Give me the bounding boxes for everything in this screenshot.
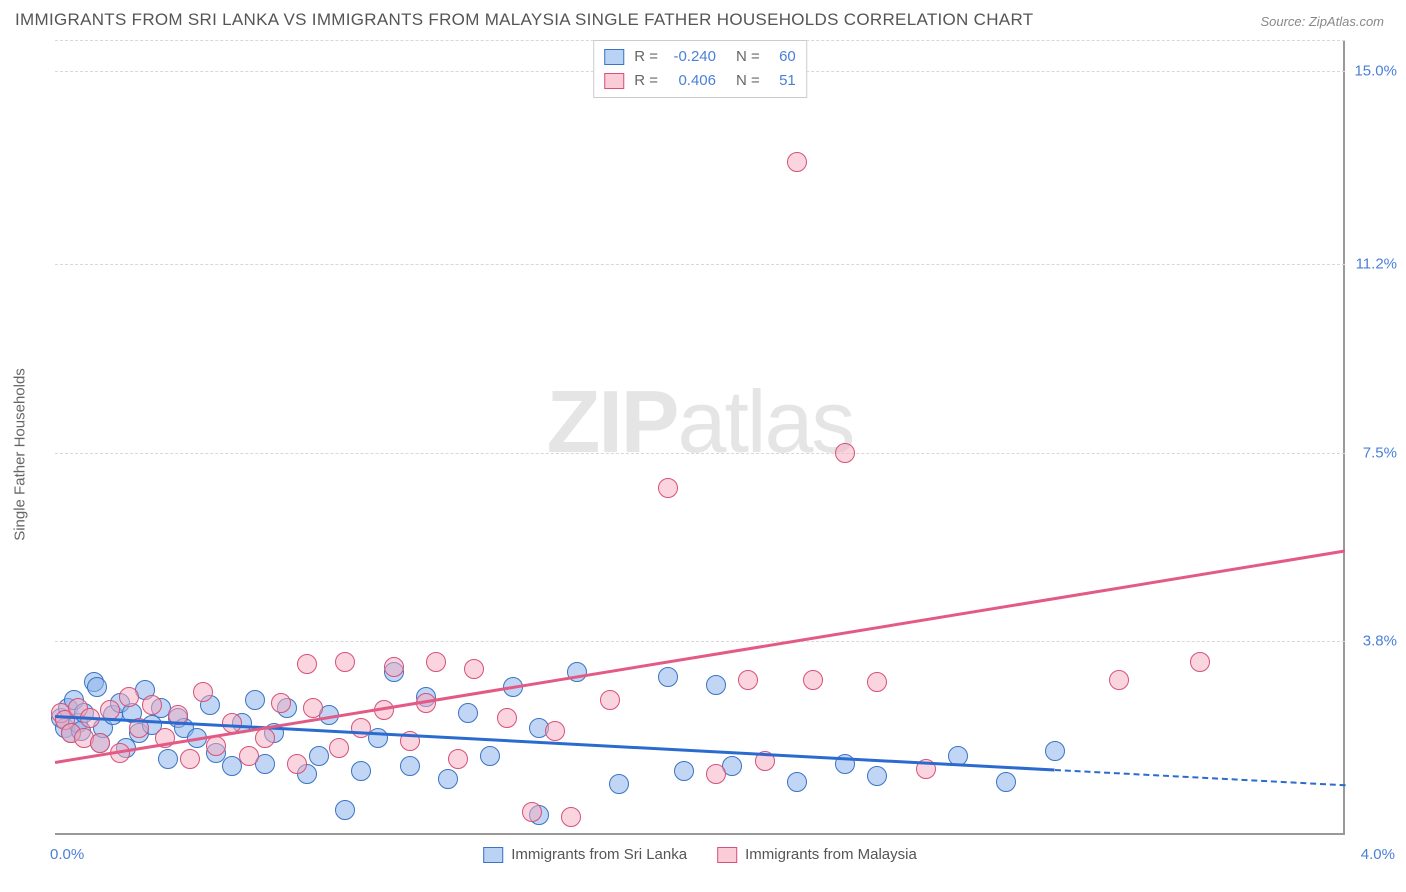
- data-point: [384, 657, 404, 677]
- data-point: [426, 652, 446, 672]
- data-point: [255, 728, 275, 748]
- y-tick-label: 7.5%: [1363, 444, 1397, 461]
- legend-item: Immigrants from Sri Lanka: [483, 846, 687, 863]
- gridline: [55, 264, 1345, 265]
- legend-swatch: [604, 49, 624, 65]
- data-point: [674, 761, 694, 781]
- y-tick-label: 3.8%: [1363, 633, 1397, 650]
- data-point: [297, 654, 317, 674]
- data-point: [180, 749, 200, 769]
- y-axis-line: [1343, 40, 1345, 835]
- data-point: [545, 721, 565, 741]
- data-point: [803, 670, 823, 690]
- data-point: [1045, 741, 1065, 761]
- data-point: [1190, 652, 1210, 672]
- data-point: [245, 690, 265, 710]
- data-point: [787, 152, 807, 172]
- data-point: [464, 659, 484, 679]
- data-point: [835, 443, 855, 463]
- data-point: [119, 687, 139, 707]
- y-tick-label: 15.0%: [1354, 62, 1397, 79]
- data-point: [206, 736, 226, 756]
- data-point: [87, 677, 107, 697]
- data-point: [329, 738, 349, 758]
- data-point: [335, 652, 355, 672]
- data-point: [351, 761, 371, 781]
- watermark: ZIPatlas: [547, 371, 854, 473]
- data-point: [497, 708, 517, 728]
- legend-row: R =-0.240N =60: [604, 45, 796, 69]
- data-point: [600, 690, 620, 710]
- data-point: [351, 718, 371, 738]
- data-point: [787, 772, 807, 792]
- data-point: [309, 746, 329, 766]
- data-point: [706, 675, 726, 695]
- data-point: [996, 772, 1016, 792]
- legend-swatch: [604, 73, 624, 89]
- data-point: [448, 749, 468, 769]
- data-point: [400, 756, 420, 776]
- correlation-legend: R =-0.240N =60R =0.406N =51: [593, 40, 807, 98]
- data-point: [658, 667, 678, 687]
- data-point: [271, 693, 291, 713]
- x-tick-label: 0.0%: [50, 846, 84, 863]
- source-attribution: Source: ZipAtlas.com: [1260, 14, 1384, 29]
- data-point: [287, 754, 307, 774]
- data-point: [706, 764, 726, 784]
- data-point: [193, 682, 213, 702]
- series-legend: Immigrants from Sri Lanka Immigrants from…: [483, 846, 917, 863]
- data-point: [867, 672, 887, 692]
- data-point: [561, 807, 581, 827]
- gridline: [55, 641, 1345, 642]
- x-tick-label: 4.0%: [1361, 846, 1395, 863]
- data-point: [658, 478, 678, 498]
- legend-swatch: [483, 847, 503, 863]
- legend-swatch: [717, 847, 737, 863]
- trend-line: [1055, 769, 1345, 786]
- data-point: [867, 766, 887, 786]
- data-point: [90, 733, 110, 753]
- legend-item: Immigrants from Malaysia: [717, 846, 917, 863]
- data-point: [438, 769, 458, 789]
- data-point: [480, 746, 500, 766]
- gridline: [55, 453, 1345, 454]
- data-point: [239, 746, 259, 766]
- data-point: [738, 670, 758, 690]
- y-tick-label: 11.2%: [1356, 256, 1397, 273]
- data-point: [303, 698, 323, 718]
- data-point: [335, 800, 355, 820]
- data-point: [458, 703, 478, 723]
- y-axis-label: Single Father Households: [12, 368, 29, 541]
- data-point: [522, 802, 542, 822]
- x-axis-line: [55, 833, 1345, 835]
- data-point: [1109, 670, 1129, 690]
- chart-title: IMMIGRANTS FROM SRI LANKA VS IMMIGRANTS …: [15, 10, 1033, 30]
- plot-area: ZIPatlas 3.8%7.5%11.2%15.0%0.0%4.0% R =-…: [55, 40, 1345, 835]
- trend-line: [55, 550, 1345, 764]
- data-point: [609, 774, 629, 794]
- legend-row: R =0.406N =51: [604, 69, 796, 93]
- data-point: [158, 749, 178, 769]
- data-point: [142, 695, 162, 715]
